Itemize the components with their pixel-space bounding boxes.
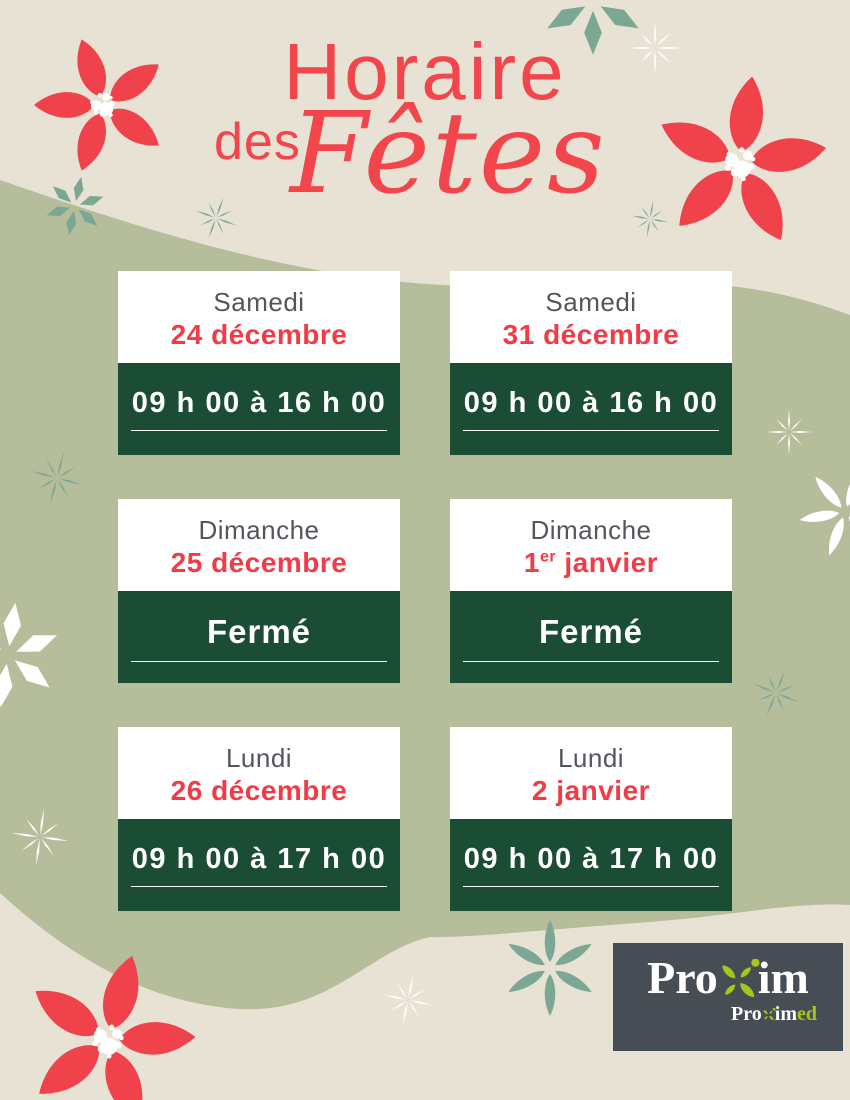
endorsement-mid: im: [774, 1003, 797, 1025]
card-date-main: 24 décembre: [170, 319, 348, 350]
brand-suffix: im: [757, 952, 809, 1003]
card-date-label: 25 décembre: [171, 546, 348, 579]
card-date-main: 2 janvier: [531, 775, 651, 806]
card-day-label: Lundi: [225, 743, 293, 773]
card-hours-text: 09 h 00 à 17 h 00: [463, 843, 719, 875]
card-hours-band: Fermé: [450, 591, 732, 683]
schedule-card: Samedi 24 décembre 09 h 00 à 16 h 00: [118, 271, 400, 455]
card-date-main: 25 décembre: [170, 547, 348, 578]
starburst-flower-icon: [38, 169, 112, 243]
card-hours-band: 09 h 00 à 16 h 00: [450, 363, 732, 455]
schedule-card: Lundi 26 décembre 09 h 00 à 17 h 00: [118, 727, 400, 911]
page-title: Horaire: [283, 27, 567, 116]
card-day-label: Dimanche: [198, 515, 320, 545]
band-underline: [463, 430, 719, 431]
band-underline: [463, 886, 719, 887]
brand-prefix: Pro: [647, 952, 718, 1003]
page-title-script: Fêtes: [290, 89, 607, 219]
card-date-label: 2 janvier: [532, 774, 650, 807]
card-date-label: 1er janvier: [524, 546, 658, 579]
band-underline: [131, 430, 387, 431]
card-day-label: Dimanche: [530, 515, 652, 545]
card-date-tail: janvier: [556, 547, 659, 578]
sparkle-icon: [765, 408, 813, 456]
card-hours-band: Fermé: [118, 591, 400, 683]
card-date-main: 26 décembre: [170, 775, 348, 806]
sparkle-icon: [6, 803, 74, 871]
proxim-wordmark: Pro im: [613, 955, 843, 1001]
schedule-card: Dimanche 25 décembre Fermé: [118, 499, 400, 683]
card-date-label: 31 décembre: [503, 318, 680, 351]
card-date-main: 1: [523, 547, 540, 578]
sparkle-icon: [627, 196, 673, 242]
schedule-card: Dimanche 1er janvier Fermé: [450, 499, 732, 683]
brand-x-icon: [761, 1008, 776, 1022]
schedule-card: Samedi 31 décembre 09 h 00 à 16 h 00: [450, 271, 732, 455]
lens-flower-icon: [500, 918, 600, 1018]
card-day-label: Samedi: [213, 287, 305, 317]
sparkle-icon: [377, 969, 439, 1031]
card-hours-text: 09 h 00 à 17 h 00: [131, 843, 387, 875]
card-hours-band: 09 h 00 à 17 h 00: [118, 819, 400, 911]
band-underline: [131, 660, 387, 662]
card-date-label: 24 décembre: [171, 318, 348, 351]
card-hours-text: Fermé: [206, 612, 312, 650]
card-hours-text: 09 h 00 à 16 h 00: [463, 387, 719, 419]
page-title-connector: des: [214, 113, 301, 171]
schedule-card: Lundi 2 janvier 09 h 00 à 17 h 00: [450, 727, 732, 911]
card-hours-text: 09 h 00 à 16 h 00: [131, 387, 387, 419]
card-day-label: Samedi: [545, 287, 637, 317]
card-date-label: 26 décembre: [171, 774, 348, 807]
card-day-label: Lundi: [557, 743, 625, 773]
endorsement-suffix: ed: [797, 1003, 817, 1025]
brand-x-icon: [715, 959, 761, 1003]
endorsement-prefix: Pro: [731, 1003, 762, 1025]
proxim-logo: Pro im Pro im ed: [613, 943, 843, 1051]
card-date-sup: er: [539, 548, 557, 566]
card-date-main: 31 décembre: [502, 319, 680, 350]
band-underline: [463, 660, 719, 662]
card-hours-band: 09 h 00 à 17 h 00: [450, 819, 732, 911]
card-hours-text: Fermé: [538, 612, 644, 650]
proximed-wordmark: Pro im ed: [613, 1001, 843, 1027]
band-underline: [131, 886, 387, 887]
card-hours-band: 09 h 00 à 16 h 00: [118, 363, 400, 455]
